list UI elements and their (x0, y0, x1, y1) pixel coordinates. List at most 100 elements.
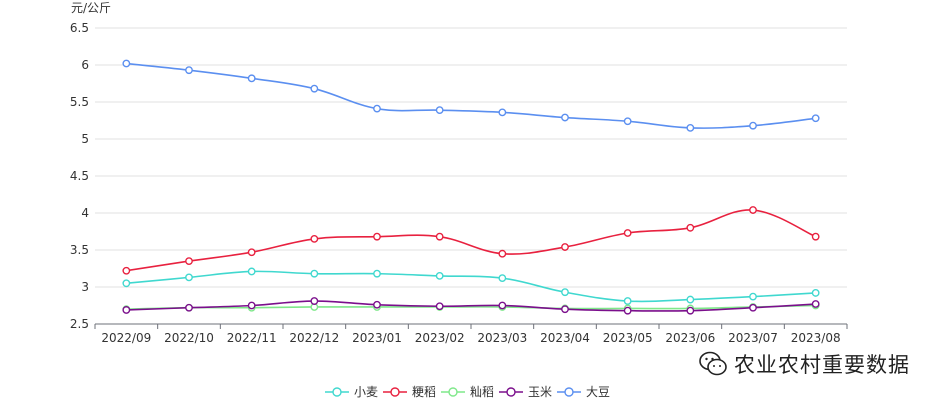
data-point (247, 267, 256, 276)
data-point (498, 301, 507, 310)
data-point (247, 74, 256, 83)
y-tick-label: 4.5 (70, 169, 89, 183)
data-point (811, 289, 820, 297)
legend-label: 玉米 (528, 385, 552, 399)
legend-label: 大豆 (586, 385, 610, 399)
legend-swatch-marker (448, 387, 458, 397)
data-point (498, 108, 507, 117)
data-point (122, 306, 131, 314)
x-tick-label: 2023/02 (415, 331, 465, 345)
series-lines (122, 59, 820, 315)
data-point (623, 229, 632, 237)
series-粳稻 (122, 206, 820, 275)
data-point (373, 104, 381, 113)
watermark: 农业农村重要数据 (698, 346, 910, 382)
data-point (185, 303, 193, 312)
data-point (749, 121, 757, 130)
data-point (435, 271, 444, 280)
x-tick-label: 2022/12 (289, 331, 339, 345)
y-tick-label: 6 (81, 58, 89, 72)
data-point (498, 274, 507, 283)
series-line (126, 300, 816, 312)
y-tick-label: 3.5 (70, 243, 89, 257)
legend-item[interactable]: 大豆 (557, 385, 610, 399)
legend[interactable]: 小麦 粳稻 籼稻 玉米 大豆 (325, 385, 610, 399)
data-point (686, 306, 695, 315)
data-point (435, 302, 444, 311)
x-tick-label: 2022/11 (227, 331, 277, 345)
series-玉米 (122, 297, 820, 315)
data-point (561, 113, 569, 122)
data-point (373, 232, 381, 241)
data-point (185, 257, 193, 265)
data-point (623, 306, 632, 315)
data-point (373, 269, 381, 278)
data-point (686, 124, 695, 132)
data-point (561, 288, 569, 297)
x-tick-label: 2023/01 (352, 331, 402, 345)
legend-swatch-marker (390, 387, 400, 397)
x-tick-label: 2023/05 (603, 331, 653, 345)
data-point (686, 295, 695, 304)
legend-label: 小麦 (354, 385, 378, 399)
data-point (310, 269, 319, 278)
data-point (122, 266, 131, 275)
y-tick-label: 5 (81, 132, 89, 146)
series-line (126, 270, 816, 303)
y-tick-label: 6.5 (70, 21, 89, 35)
data-point (185, 66, 193, 75)
legend-label: 籼稻 (470, 385, 494, 399)
data-point (310, 297, 319, 305)
x-tick-label: 2022/10 (164, 331, 214, 345)
x-tick-label: 2023/06 (665, 331, 715, 345)
y-axis: 2.5 3 3.5 4 4.5 5 5.5 6 6.5 (70, 21, 89, 331)
legend-swatch-marker (564, 387, 574, 397)
data-point (623, 297, 632, 305)
x-tick-label: 2023/08 (791, 331, 841, 345)
data-point (122, 279, 131, 288)
data-point (247, 301, 256, 310)
legend-swatch-marker (332, 387, 342, 397)
data-point (749, 303, 757, 312)
data-point (373, 300, 381, 309)
data-point (623, 117, 632, 126)
legend-item[interactable]: 籼稻 (441, 385, 494, 399)
data-point (686, 223, 695, 232)
x-axis: 2022/09 2022/10 2022/11 2022/12 2023/01 2023/… (94, 323, 848, 345)
series-大豆 (122, 59, 820, 132)
x-tick-label: 2022/09 (101, 331, 151, 345)
series-line (126, 209, 816, 272)
legend-item[interactable]: 玉米 (499, 385, 552, 399)
y-tick-label: 3 (81, 280, 89, 294)
data-point (561, 305, 569, 314)
x-tick-label: 2023/03 (477, 331, 527, 345)
data-point (749, 292, 757, 301)
data-point (435, 106, 444, 115)
data-point (247, 248, 256, 257)
data-point (811, 300, 820, 308)
data-point (811, 114, 820, 123)
data-point (749, 206, 757, 214)
data-point (310, 84, 319, 93)
x-tick-label: 2023/07 (728, 331, 778, 345)
wechat-icon (699, 351, 727, 376)
series-小麦 (122, 267, 820, 305)
data-point (498, 249, 507, 258)
series-line (126, 304, 816, 310)
data-point (435, 232, 444, 241)
data-point (561, 243, 569, 251)
data-point (122, 59, 131, 68)
y-unit-label: 元/公斤 (71, 1, 111, 15)
gridlines (95, 27, 847, 288)
y-tick-label: 5.5 (70, 95, 89, 109)
data-point (185, 273, 193, 282)
legend-item[interactable]: 小麦 (325, 385, 378, 399)
x-tick-label: 2023/04 (540, 331, 590, 345)
legend-item[interactable]: 粳稻 (383, 385, 436, 399)
data-point (811, 232, 820, 241)
series-line (126, 62, 816, 129)
data-point (310, 234, 319, 243)
series-籼稻 (122, 301, 820, 314)
y-tick-label: 4 (81, 206, 89, 220)
